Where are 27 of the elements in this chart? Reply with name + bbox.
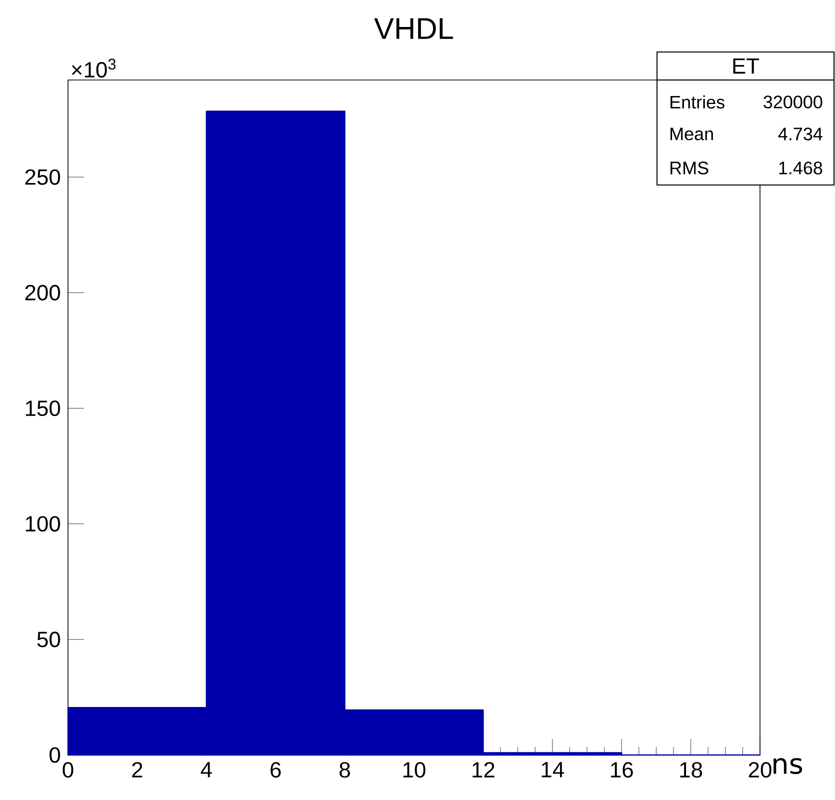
x-tick-label: 14 bbox=[542, 762, 564, 778]
text: 4.734 bbox=[778, 128, 822, 140]
text: 1.468 bbox=[779, 162, 822, 174]
annotation: Mean bbox=[670, 128, 713, 140]
y-tick-label: 0 bbox=[50, 747, 60, 763]
x-tick-label: 4 bbox=[200, 762, 212, 778]
text: ×10$^{3}$ bbox=[72, 58, 116, 78]
text: 320000 bbox=[764, 96, 822, 108]
x-tick-label: 12 bbox=[472, 762, 494, 778]
annotation: Entries bbox=[670, 95, 724, 109]
y-tick-label: 100 bbox=[26, 516, 60, 532]
y-tick-label: 250 bbox=[25, 169, 60, 185]
text: ET bbox=[733, 58, 760, 74]
y-tick-label: 150 bbox=[26, 400, 60, 416]
x-tick-label: 2 bbox=[132, 762, 142, 778]
x-tick-label: 16 bbox=[611, 762, 633, 778]
y-tick-label: 50 bbox=[37, 632, 60, 648]
x-tick-label: 10 bbox=[403, 762, 426, 778]
x-tick-label: 8 bbox=[340, 762, 350, 778]
x-tick-label: 0 bbox=[62, 762, 74, 778]
annotation: RMS bbox=[670, 162, 708, 174]
x-tick-label: 20 bbox=[748, 762, 772, 778]
y-tick-label: 200 bbox=[25, 284, 60, 300]
x-tick-label: 6 bbox=[270, 762, 281, 778]
x-axis-title: ns bbox=[774, 758, 802, 774]
x-tick-label: 18 bbox=[680, 762, 702, 778]
chart-title: VHDL bbox=[374, 18, 454, 39]
